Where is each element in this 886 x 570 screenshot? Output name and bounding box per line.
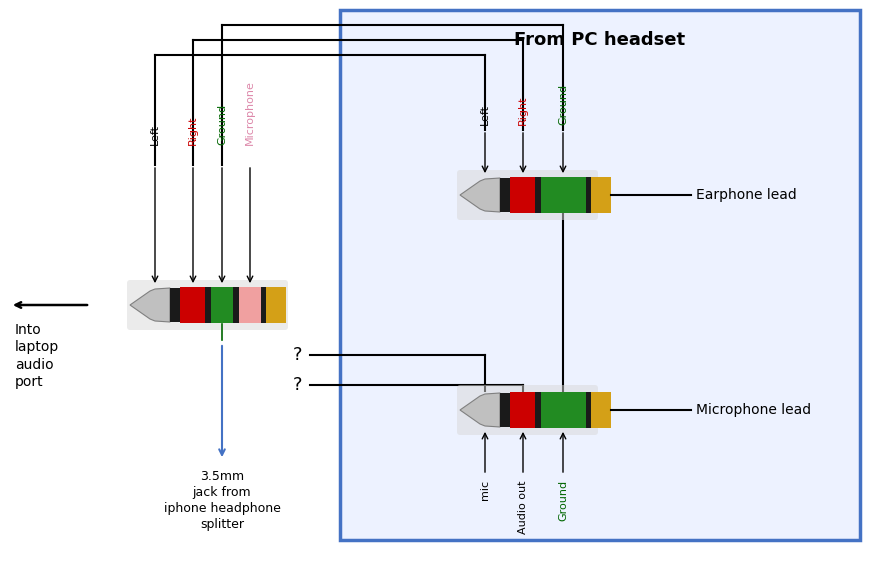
Text: Ground: Ground [217, 104, 227, 145]
Text: Right: Right [188, 116, 198, 145]
Bar [541, 177, 586, 213]
Bar [510, 177, 535, 213]
Text: 3.5mm
jack from
iphone headphone
splitter: 3.5mm jack from iphone headphone splitte… [164, 470, 281, 531]
Bar [500, 178, 510, 212]
Bar [591, 392, 611, 428]
Bar [535, 177, 541, 213]
Text: ?: ? [293, 376, 303, 394]
Bar [211, 287, 233, 323]
Text: Left: Left [150, 124, 160, 145]
Polygon shape [460, 393, 500, 427]
FancyBboxPatch shape [127, 280, 288, 330]
Polygon shape [460, 178, 500, 212]
Text: Left: Left [480, 104, 490, 125]
Bar [180, 287, 205, 323]
Text: Audio out: Audio out [518, 480, 528, 534]
Bar [233, 287, 239, 323]
Polygon shape [130, 288, 170, 322]
Bar [510, 392, 535, 428]
Text: Ground: Ground [558, 480, 568, 521]
Text: From PC headset: From PC headset [515, 31, 686, 49]
Bar [541, 392, 586, 428]
Text: Microphone lead: Microphone lead [696, 403, 811, 417]
Bar [340, 10, 860, 540]
Bar [266, 287, 286, 323]
Text: Right: Right [518, 96, 528, 125]
Bar [500, 393, 510, 427]
Text: Microphone: Microphone [245, 80, 255, 145]
Bar [170, 288, 180, 322]
Text: Into
laptop
audio
port: Into laptop audio port [15, 323, 59, 389]
Text: Earphone lead: Earphone lead [696, 188, 797, 202]
FancyBboxPatch shape [457, 385, 598, 435]
Bar [261, 287, 266, 323]
Bar [586, 177, 591, 213]
Text: mic: mic [480, 480, 490, 500]
Bar [205, 287, 211, 323]
Bar [586, 392, 591, 428]
Text: ?: ? [293, 346, 303, 364]
Bar [535, 392, 541, 428]
Bar [239, 287, 261, 323]
Bar [591, 177, 611, 213]
Text: Ground: Ground [558, 84, 568, 125]
FancyBboxPatch shape [457, 170, 598, 220]
